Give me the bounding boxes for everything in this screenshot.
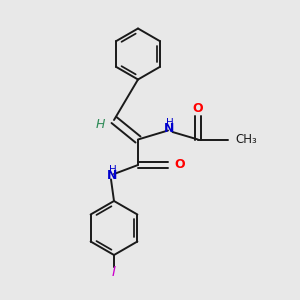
Text: I: I: [112, 265, 116, 278]
Text: O: O: [174, 158, 184, 172]
Text: H: H: [166, 118, 173, 128]
Text: O: O: [193, 101, 203, 115]
Text: CH₃: CH₃: [236, 133, 257, 146]
Text: N: N: [164, 122, 175, 135]
Text: N: N: [107, 169, 118, 182]
Text: H: H: [96, 118, 105, 131]
Text: H: H: [109, 165, 116, 176]
